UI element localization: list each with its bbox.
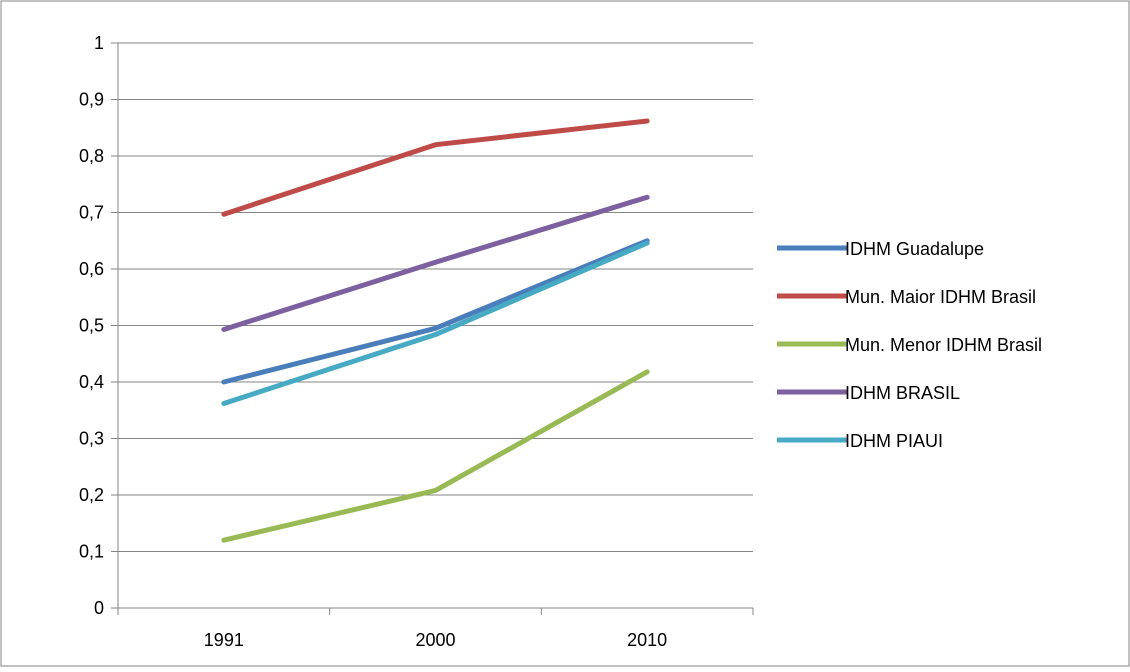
y-tick-label: 0,1 (79, 542, 104, 562)
y-axis-ticks: 0 0,1 0,2 0,3 0,4 0,5 0,6 0,7 0,8 0,9 1 (79, 33, 104, 618)
y-tick-label: 0,9 (79, 90, 104, 110)
legend-label: Mun. Maior IDHM Brasil (845, 287, 1036, 307)
y-tick-label: 0,4 (79, 372, 104, 392)
y-tick-label: 0,5 (79, 316, 104, 336)
x-tick-label: 2000 (415, 630, 455, 650)
series-line-0 (221, 238, 650, 385)
legend-label: IDHM BRASIL (845, 383, 960, 403)
series-line-3 (221, 194, 650, 332)
series-line-4 (221, 240, 650, 406)
y-tick-label: 0,6 (79, 259, 104, 279)
y-tick-label: 0,8 (79, 146, 104, 166)
y-tick-label: 0 (94, 598, 104, 618)
legend-label: IDHM PIAUI (845, 431, 943, 451)
y-tick-label: 0,3 (79, 429, 104, 449)
axes (111, 42, 754, 615)
series-line-1 (221, 118, 650, 217)
legend-label: Mun. Menor IDHM Brasil (845, 335, 1042, 355)
legend: IDHM Guadalupe Mun. Maior IDHM Brasil Mun.… (777, 239, 1042, 451)
series-line-2 (221, 369, 650, 543)
y-tick-label: 0,2 (79, 485, 104, 505)
series-lines (221, 118, 650, 543)
x-axis-ticks: 1991 2000 2010 (204, 630, 667, 650)
x-tick-label: 2010 (627, 630, 667, 650)
legend-label: IDHM Guadalupe (845, 239, 984, 259)
x-tick-label: 1991 (204, 630, 244, 650)
y-tick-label: 1 (94, 33, 104, 53)
y-tick-label: 0,7 (79, 203, 104, 223)
